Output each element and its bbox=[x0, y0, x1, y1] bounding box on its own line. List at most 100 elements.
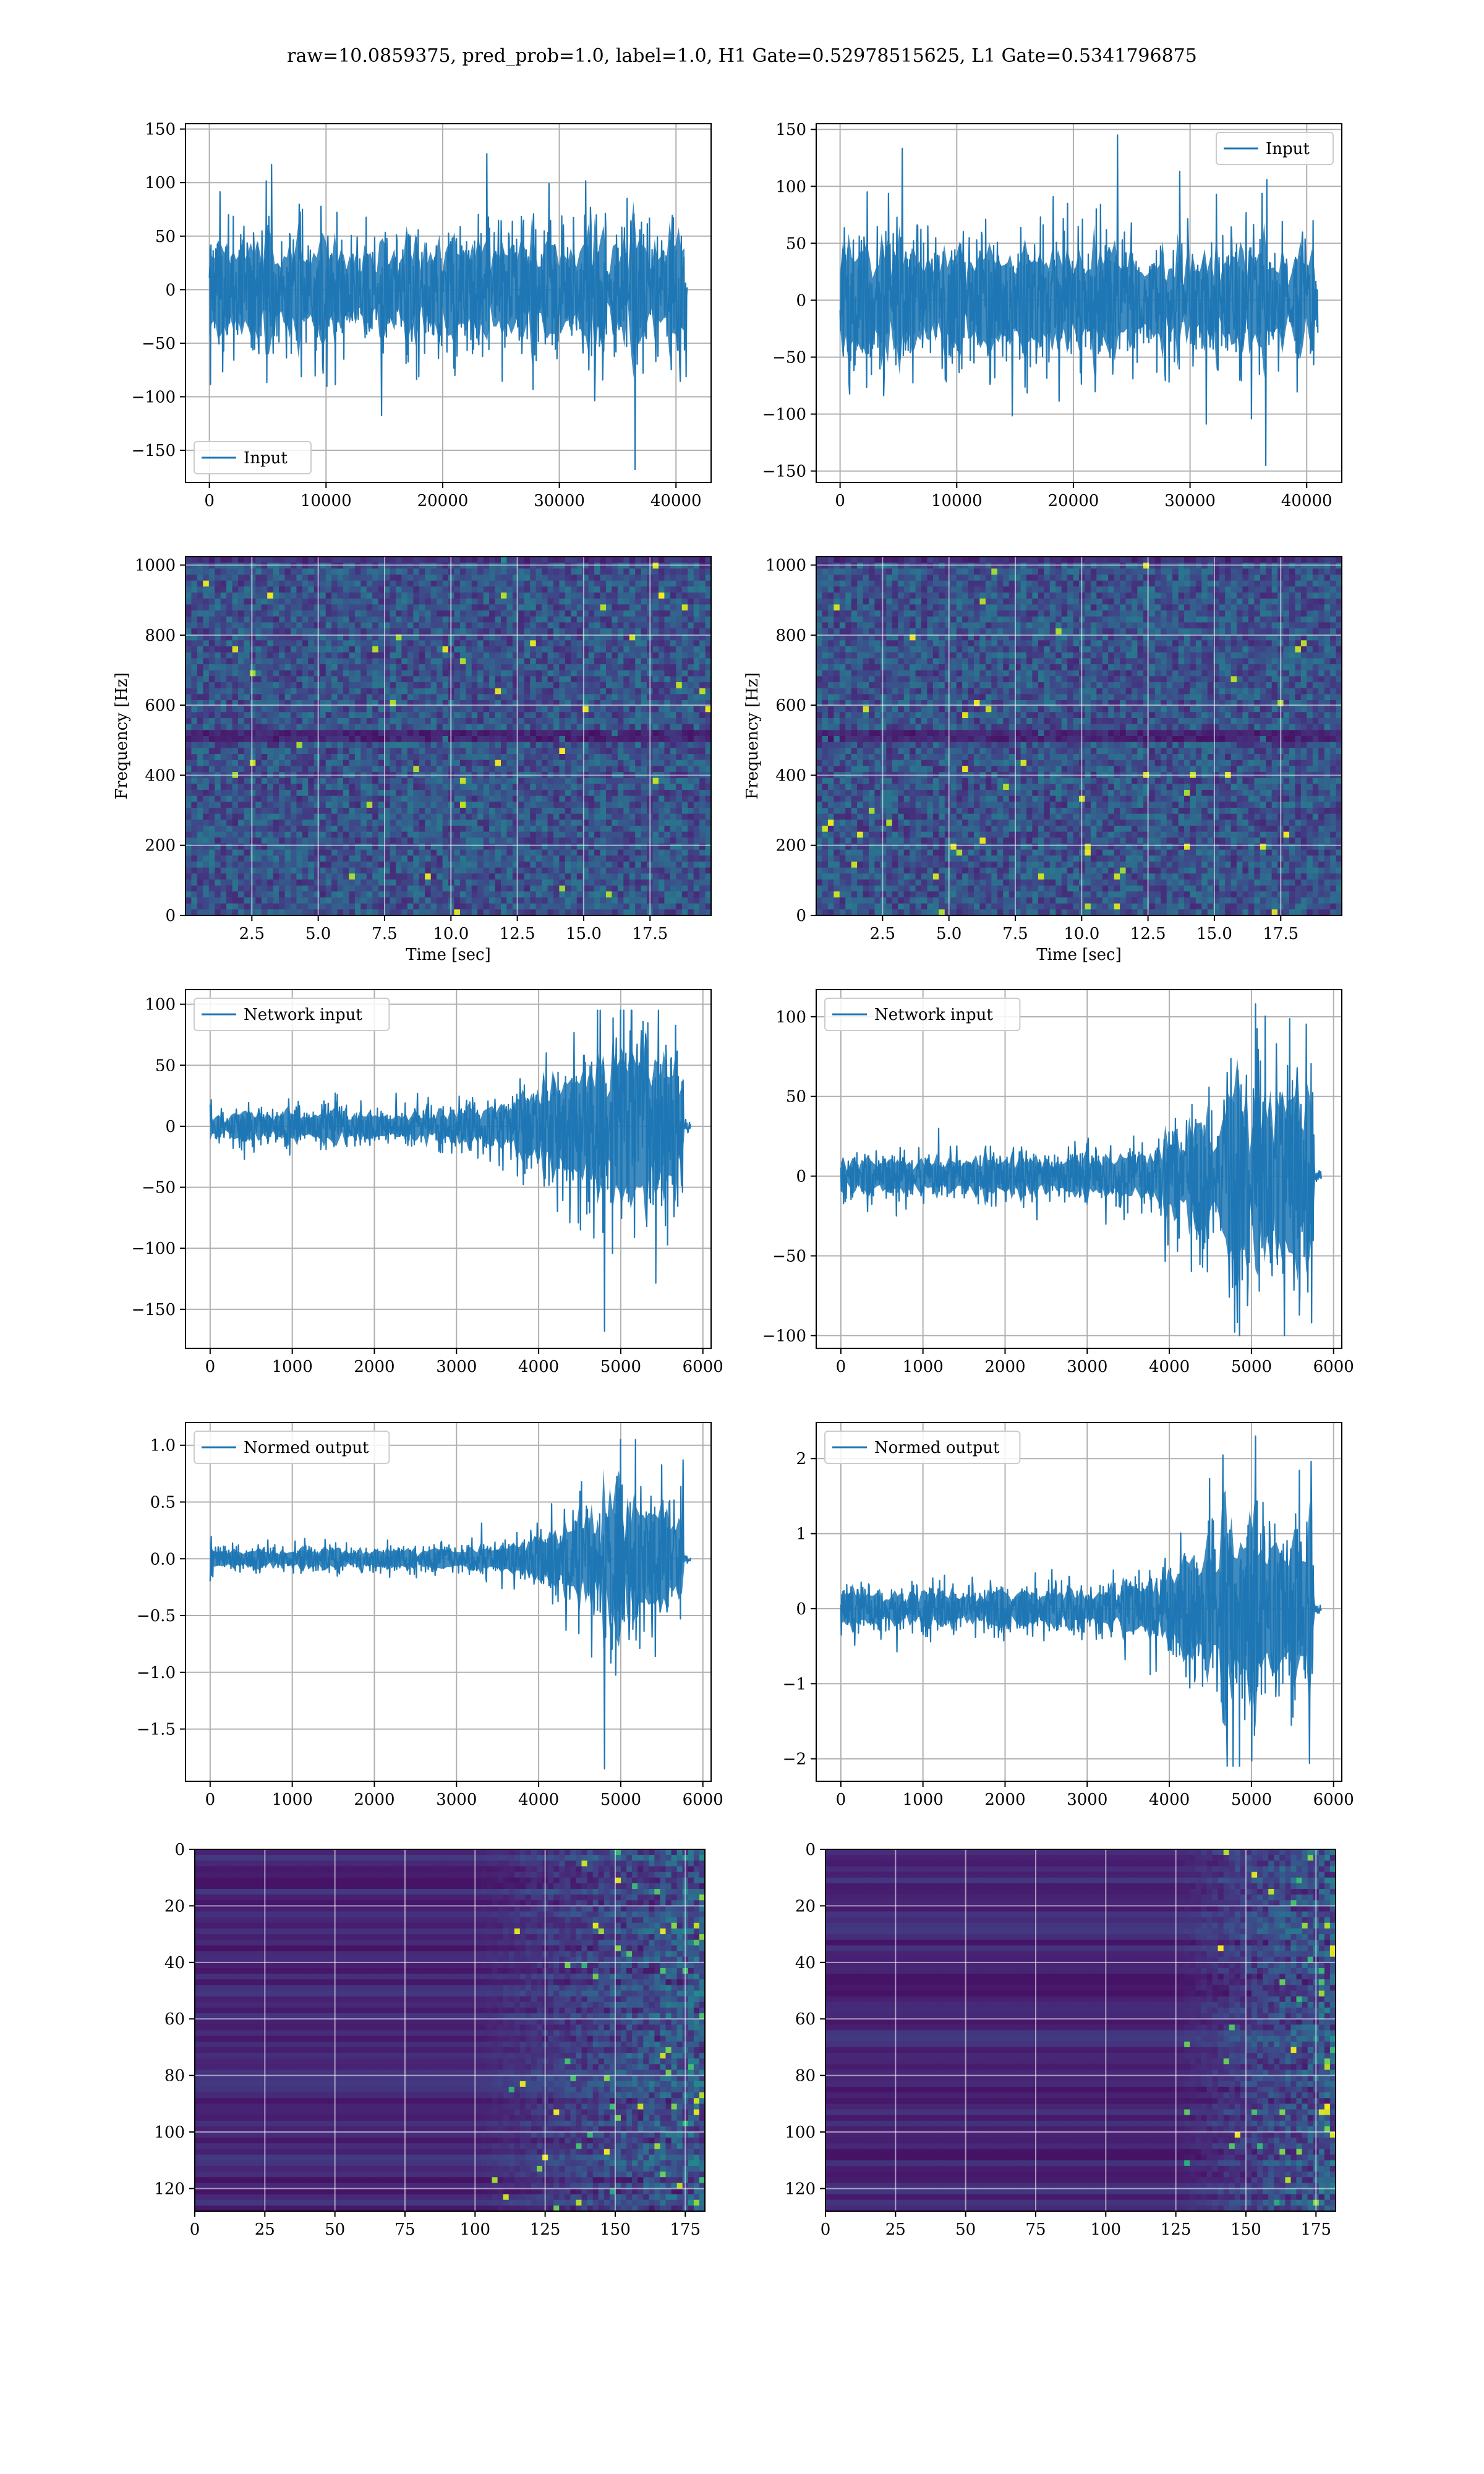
heatmap-cell bbox=[220, 700, 227, 707]
heatmap-cell bbox=[366, 652, 373, 659]
heatmap-cell bbox=[197, 790, 203, 797]
heatmap-cell bbox=[349, 766, 356, 773]
heatmap-cell bbox=[442, 580, 449, 587]
heatmap-cell bbox=[343, 718, 349, 725]
heatmap-cell bbox=[191, 604, 198, 611]
heatmap-cell bbox=[279, 586, 286, 593]
heatmap-cell bbox=[442, 903, 449, 910]
heatmap-cell bbox=[191, 867, 198, 874]
heatmap-cell bbox=[284, 754, 291, 761]
heatmap-cell bbox=[238, 844, 244, 850]
heatmap-cell bbox=[191, 766, 198, 773]
heatmap-cell bbox=[343, 610, 349, 617]
heatmap-cell bbox=[372, 694, 379, 701]
heatmap-cell bbox=[471, 658, 478, 665]
heatmap-cell bbox=[547, 730, 554, 737]
heatmap-cell bbox=[530, 820, 537, 826]
heatmap-cell bbox=[459, 557, 466, 563]
heatmap-cell bbox=[547, 634, 554, 641]
heatmap-cell bbox=[617, 862, 624, 868]
heatmap-cell bbox=[284, 849, 291, 856]
heatmap-cell bbox=[629, 837, 636, 844]
heatmap-cell bbox=[238, 909, 244, 915]
heatmap-cell bbox=[191, 557, 198, 563]
heatmap-cell bbox=[530, 831, 537, 838]
heatmap-cell bbox=[495, 742, 501, 748]
heatmap-cell bbox=[401, 777, 408, 784]
heatmap-cell bbox=[215, 802, 221, 808]
heatmap-cell bbox=[296, 557, 303, 563]
heatmap-cell bbox=[279, 826, 286, 833]
heatmap-cell bbox=[343, 670, 349, 677]
heatmap-cell bbox=[629, 808, 636, 815]
heatmap-cell bbox=[396, 562, 402, 569]
x-tick-label: 30000 bbox=[534, 492, 585, 510]
heatmap-cell bbox=[641, 885, 647, 892]
heatmap-cell bbox=[576, 844, 583, 850]
heatmap-cell bbox=[208, 688, 215, 695]
heatmap-cell bbox=[518, 808, 525, 815]
heatmap-cell bbox=[349, 885, 356, 892]
heatmap-cell bbox=[208, 670, 215, 677]
heatmap-cell bbox=[244, 885, 250, 892]
heatmap-cell bbox=[506, 790, 513, 797]
heatmap-cell bbox=[565, 909, 571, 915]
heatmap-cell bbox=[553, 903, 560, 910]
heatmap-cell bbox=[313, 802, 320, 808]
heatmap-cell bbox=[506, 802, 513, 808]
heatmap-cell bbox=[617, 575, 624, 581]
heatmap-cell bbox=[197, 862, 203, 868]
heatmap-cell bbox=[454, 880, 461, 886]
heatmap-cell bbox=[302, 831, 309, 838]
heatmap-cell bbox=[197, 580, 203, 587]
heatmap-cell bbox=[617, 784, 624, 790]
heatmap-cell bbox=[413, 670, 420, 677]
heatmap-cell bbox=[483, 795, 490, 802]
heatmap-cell bbox=[635, 664, 642, 671]
heatmap-cell bbox=[349, 593, 356, 599]
heatmap-cell bbox=[220, 724, 227, 730]
heatmap-cell bbox=[390, 658, 396, 665]
heatmap-cell bbox=[372, 831, 379, 838]
heatmap-cell bbox=[506, 640, 513, 647]
heatmap-cell bbox=[571, 568, 578, 575]
heatmap-cell bbox=[425, 736, 432, 743]
heatmap-cell bbox=[407, 634, 414, 641]
heatmap-cell bbox=[582, 557, 589, 563]
heatmap-cell bbox=[547, 742, 554, 748]
heatmap-cell bbox=[419, 831, 425, 838]
heatmap-cell bbox=[559, 640, 566, 647]
heatmap-cell bbox=[396, 795, 402, 802]
heatmap-cell bbox=[343, 700, 349, 707]
heatmap-cell bbox=[559, 568, 566, 575]
heatmap-cell bbox=[483, 760, 490, 766]
heatmap-cell bbox=[419, 593, 425, 599]
heatmap-cell bbox=[442, 754, 449, 761]
heatmap-cell bbox=[483, 790, 490, 797]
heatmap-cell bbox=[635, 640, 642, 647]
heatmap-cell bbox=[244, 754, 250, 761]
heatmap-cell bbox=[244, 903, 250, 910]
heatmap-cell bbox=[186, 593, 192, 599]
heatmap-cell bbox=[477, 891, 484, 898]
heatmap-cell bbox=[238, 795, 244, 802]
heatmap-cell bbox=[553, 909, 560, 915]
heatmap-cell bbox=[600, 640, 607, 647]
heatmap-cell bbox=[606, 562, 612, 569]
heatmap-cell bbox=[518, 909, 525, 915]
heatmap-cell bbox=[349, 694, 356, 701]
heatmap-cell bbox=[582, 867, 589, 874]
heatmap-cell bbox=[606, 862, 612, 868]
heatmap-cell bbox=[249, 795, 256, 802]
heatmap-cell bbox=[535, 676, 542, 683]
heatmap-cell bbox=[635, 568, 642, 575]
heatmap-cell bbox=[588, 808, 595, 815]
heatmap-cell bbox=[302, 777, 309, 784]
heatmap-cell bbox=[524, 586, 531, 593]
heatmap-cell bbox=[623, 658, 630, 665]
heatmap-cell bbox=[302, 604, 309, 611]
heatmap-cell bbox=[349, 634, 356, 641]
heatmap-cell bbox=[454, 646, 461, 653]
heatmap-cell bbox=[506, 766, 513, 773]
heatmap-cell bbox=[261, 712, 268, 719]
